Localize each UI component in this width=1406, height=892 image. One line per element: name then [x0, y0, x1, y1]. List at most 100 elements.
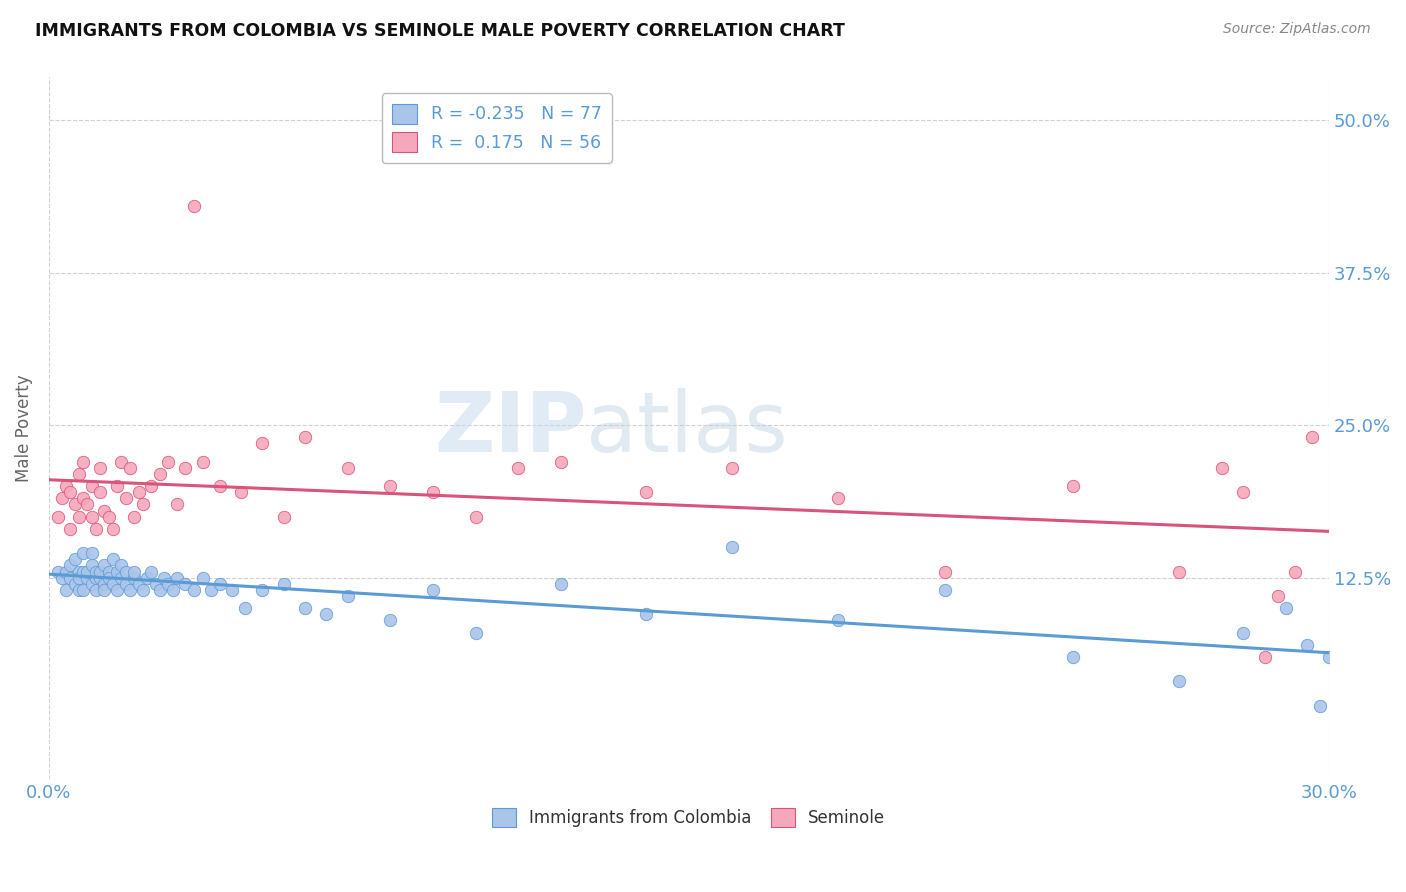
Point: [132, 498, 155, 512]
Point: [72, 582, 94, 597]
Point: [508, 460, 530, 475]
Point: [118, 582, 141, 597]
Point: [67, 509, 90, 524]
Text: atlas: atlas: [586, 388, 789, 468]
Point: [221, 582, 243, 597]
Point: [55, 582, 77, 597]
Point: [59, 485, 82, 500]
Point: [46, 509, 69, 524]
Point: [636, 607, 658, 622]
Point: [550, 576, 572, 591]
Point: [110, 455, 132, 469]
Point: [93, 576, 115, 591]
Point: [208, 479, 231, 493]
Point: [252, 582, 274, 597]
Point: [149, 467, 172, 481]
Point: [128, 485, 150, 500]
Point: [67, 571, 90, 585]
Point: [97, 509, 120, 524]
Point: [720, 460, 742, 475]
Point: [132, 582, 155, 597]
Point: [229, 485, 252, 500]
Point: [105, 479, 128, 493]
Point: [1275, 601, 1298, 615]
Point: [550, 455, 572, 469]
Point: [315, 607, 337, 622]
Point: [84, 522, 107, 536]
Point: [72, 455, 94, 469]
Point: [84, 582, 107, 597]
Point: [59, 558, 82, 573]
Point: [89, 571, 111, 585]
Point: [380, 613, 402, 627]
Point: [63, 576, 86, 591]
Text: ZIP: ZIP: [434, 388, 586, 468]
Point: [141, 565, 163, 579]
Point: [51, 491, 73, 506]
Point: [174, 576, 197, 591]
Point: [1254, 649, 1277, 664]
Point: [72, 546, 94, 560]
Point: [191, 455, 214, 469]
Point: [422, 582, 444, 597]
Point: [97, 565, 120, 579]
Point: [422, 485, 444, 500]
Point: [1232, 485, 1254, 500]
Point: [1267, 589, 1289, 603]
Point: [166, 498, 188, 512]
Point: [336, 460, 359, 475]
Point: [233, 601, 256, 615]
Point: [208, 576, 231, 591]
Point: [636, 485, 658, 500]
Point: [114, 565, 136, 579]
Point: [1301, 430, 1323, 444]
Point: [141, 479, 163, 493]
Point: [80, 546, 103, 560]
Point: [93, 503, 115, 517]
Point: [105, 582, 128, 597]
Point: [720, 540, 742, 554]
Point: [136, 571, 159, 585]
Point: [67, 467, 90, 481]
Point: [110, 571, 132, 585]
Point: [1211, 460, 1233, 475]
Point: [84, 571, 107, 585]
Point: [1062, 479, 1084, 493]
Point: [183, 582, 205, 597]
Point: [149, 582, 172, 597]
Point: [63, 552, 86, 566]
Point: [464, 509, 486, 524]
Point: [124, 571, 146, 585]
Point: [80, 479, 103, 493]
Point: [46, 565, 69, 579]
Point: [59, 522, 82, 536]
Point: [934, 582, 956, 597]
Point: [166, 571, 188, 585]
Point: [80, 558, 103, 573]
Point: [55, 565, 77, 579]
Point: [336, 589, 359, 603]
Point: [162, 582, 184, 597]
Point: [114, 576, 136, 591]
Point: [827, 491, 849, 506]
Point: [118, 460, 141, 475]
Point: [63, 498, 86, 512]
Text: IMMIGRANTS FROM COLOMBIA VS SEMINOLE MALE POVERTY CORRELATION CHART: IMMIGRANTS FROM COLOMBIA VS SEMINOLE MAL…: [35, 22, 845, 40]
Text: Source: ZipAtlas.com: Source: ZipAtlas.com: [1223, 22, 1371, 37]
Point: [93, 582, 115, 597]
Y-axis label: Male Poverty: Male Poverty: [15, 375, 32, 482]
Point: [93, 558, 115, 573]
Point: [157, 576, 180, 591]
Point: [89, 460, 111, 475]
Point: [157, 455, 180, 469]
Point: [1062, 649, 1084, 664]
Point: [380, 479, 402, 493]
Point: [191, 571, 214, 585]
Point: [1284, 565, 1306, 579]
Point: [124, 509, 146, 524]
Point: [1168, 565, 1191, 579]
Point: [827, 613, 849, 627]
Point: [153, 571, 176, 585]
Legend: Immigrants from Colombia, Seminole: Immigrants from Colombia, Seminole: [486, 801, 891, 834]
Point: [67, 565, 90, 579]
